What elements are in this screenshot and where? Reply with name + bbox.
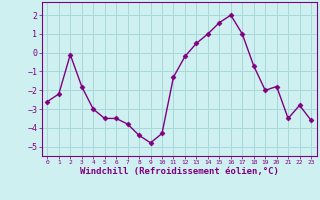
X-axis label: Windchill (Refroidissement éolien,°C): Windchill (Refroidissement éolien,°C) bbox=[80, 167, 279, 176]
